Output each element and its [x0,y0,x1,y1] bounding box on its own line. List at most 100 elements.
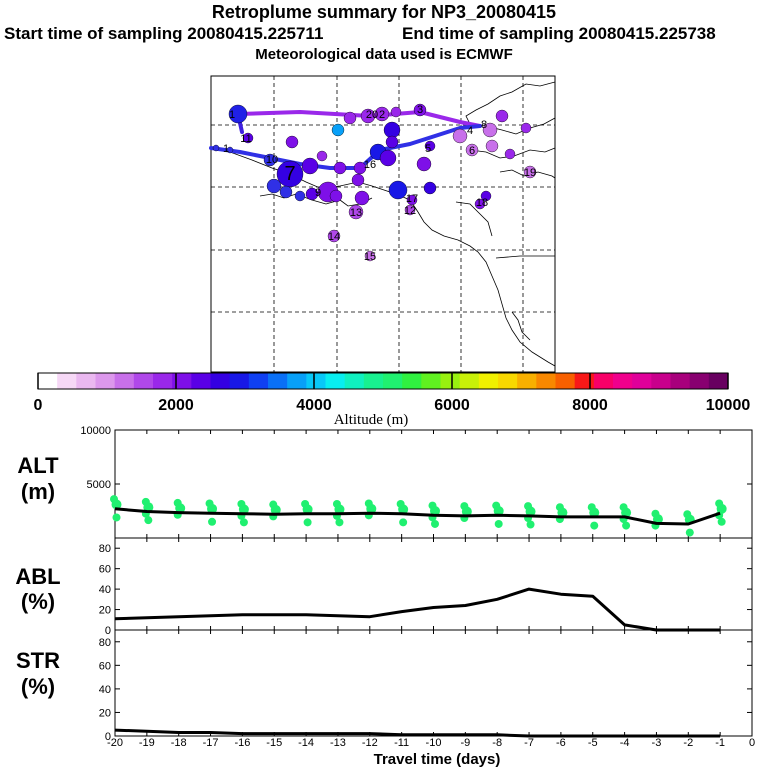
colorbar-cell [574,373,595,389]
alt-dot [399,518,408,527]
map-dot [242,132,254,144]
y-tick-label: 40 [99,684,111,696]
map-label: 6 [469,145,475,157]
y-tick-label: 0 [105,731,111,743]
map-dot [423,181,437,195]
y-tick-label: 20 [99,605,111,617]
colorbar-label: Altitude (m) [334,412,409,428]
map-dot [379,149,397,167]
map-dot [385,135,399,149]
start-time: Start time of sampling 20080415.225711 [4,24,324,43]
colorbar-cell [172,373,192,389]
alt-dot [302,504,313,515]
y-tick-label: 0 [105,625,111,637]
map-dot [523,165,537,179]
alt-panel-label: ALT [17,453,59,478]
map-dot [465,143,479,157]
map-label: 2 [379,109,385,121]
y-tick-label: 40 [99,584,111,596]
colorbar-cell [478,373,499,389]
map-dot [383,121,401,139]
colorbar-cell [613,373,633,389]
map-label: 20 [366,109,378,121]
x-tick-label: -8 [492,737,502,749]
x-tick-label: -20 [107,737,123,749]
map-dot [266,178,282,194]
map-label: 16 [364,159,376,171]
x-tick-label: -2 [683,737,693,749]
map-dot [360,108,376,124]
x-tick-label: -15 [266,737,282,749]
x-tick-label: -11 [394,737,409,749]
map-dot [485,139,499,153]
map-panel [209,75,556,373]
colorbar-tick-label: 10000 [706,397,751,414]
alt-dot [589,507,600,518]
colorbar-cell [306,373,326,389]
alt-dot [303,518,312,527]
map-dot [333,161,347,175]
map-dot [331,123,345,137]
abl-panel-label: ABL [15,564,60,589]
x-tick-label: -13 [330,737,346,749]
colorbar-cell [632,373,652,389]
y-tick-label: 80 [99,637,111,649]
map-dot [504,148,516,160]
alt-dot [493,506,504,516]
colorbar-cell [229,373,250,389]
map-label: 15 [364,251,376,263]
x-tick-label: -4 [620,737,630,749]
colorbar-tick-label: 2000 [158,397,194,414]
map-dot [390,106,402,118]
colorbar-cell [383,373,403,389]
alt-dot [398,504,409,515]
colorbar-cell [95,373,116,389]
map-dot [348,204,364,220]
y-tick-label: 60 [99,564,111,576]
str-panel-label: STR [16,648,60,673]
map-label: 19 [524,167,536,179]
alt-dot [208,517,217,526]
colorbar-cell [689,373,710,389]
map-label: 13 [350,207,362,219]
alt-series-line [114,507,721,526]
alt-dot [526,520,535,529]
colorbar-cell [76,373,96,389]
map-dot [495,109,509,123]
colorbar-cell [459,373,480,389]
map-dot [406,194,418,206]
colorbar-cell [210,373,231,389]
x-tick-label: -16 [234,737,250,749]
str-panel-unit: (%) [21,674,55,699]
map-dot [416,156,432,172]
colorbar-cell [38,373,58,389]
map-dot [351,173,365,187]
map-dot [424,140,436,152]
colorbar-cell [133,373,154,389]
map-dot [276,160,304,188]
str-series-line [114,728,721,738]
map-dot [228,104,248,124]
x-tick-label: -12 [362,737,378,749]
map-label: 7 [284,163,295,185]
x-tick-label: -19 [139,737,155,749]
colorbar-cell [517,373,537,389]
alt-panel-unit: (m) [21,479,55,504]
map-label: 8 [481,119,487,131]
colorbar-cell [651,373,671,389]
alt-dot [590,521,599,530]
colorbar-tick-label: 8000 [572,397,608,414]
map-dot [316,150,328,162]
map-dot [520,122,532,134]
map-dot [329,189,343,203]
map-dot [482,122,498,138]
colorbar-cell [593,373,614,389]
colorbar-cell [325,373,346,389]
colorbar-cell [498,373,518,389]
end-time: End time of sampling 20080415.225738 [402,24,716,43]
colorbar-cell [57,373,77,389]
x-axis-label: Travel time (days) [374,751,501,768]
colorbar-tick-label: 6000 [434,397,470,414]
map-label: 12 [404,205,416,217]
y-tick-label: 80 [99,543,111,555]
